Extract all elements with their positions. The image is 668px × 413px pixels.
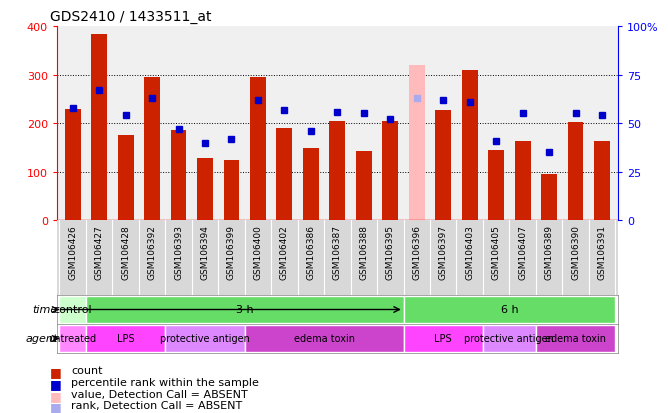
Bar <box>197 159 213 221</box>
Text: ■: ■ <box>50 389 62 401</box>
Bar <box>86 296 403 324</box>
Text: agent: agent <box>25 334 57 344</box>
Text: GSM106402: GSM106402 <box>280 225 289 279</box>
Text: GSM106388: GSM106388 <box>359 225 368 280</box>
Bar <box>382 121 398 221</box>
Text: GSM106426: GSM106426 <box>68 225 77 279</box>
Text: GSM106427: GSM106427 <box>95 225 104 279</box>
Text: GSM106428: GSM106428 <box>121 225 130 279</box>
Text: GSM106389: GSM106389 <box>544 225 554 280</box>
Bar <box>165 325 244 353</box>
Bar <box>329 121 345 221</box>
Text: GSM106400: GSM106400 <box>253 225 263 280</box>
Text: LPS: LPS <box>117 334 134 344</box>
Bar <box>303 149 319 221</box>
Text: time: time <box>32 305 57 315</box>
Text: 6 h: 6 h <box>500 305 518 315</box>
Text: GSM106395: GSM106395 <box>386 225 395 280</box>
Text: rank, Detection Call = ABSENT: rank, Detection Call = ABSENT <box>71 400 242 410</box>
Text: GSM106394: GSM106394 <box>200 225 210 280</box>
Bar <box>436 110 451 221</box>
Bar <box>594 142 610 221</box>
Bar <box>403 325 483 353</box>
Text: ■: ■ <box>50 400 62 413</box>
Text: GSM106391: GSM106391 <box>597 225 607 280</box>
Text: GSM106393: GSM106393 <box>174 225 183 280</box>
Text: protective antigen: protective antigen <box>464 334 554 344</box>
Text: GSM106386: GSM106386 <box>307 225 315 280</box>
Bar <box>536 325 615 353</box>
Bar <box>462 71 478 221</box>
Text: GSM106396: GSM106396 <box>412 225 422 280</box>
Text: 3 h: 3 h <box>236 305 254 315</box>
Bar <box>65 109 81 221</box>
Bar <box>483 325 536 353</box>
Bar <box>356 152 372 221</box>
Text: LPS: LPS <box>434 334 452 344</box>
Bar <box>409 66 425 221</box>
Text: GSM106403: GSM106403 <box>465 225 474 280</box>
Bar <box>59 296 86 324</box>
Bar <box>170 131 186 221</box>
Text: protective antigen: protective antigen <box>160 334 250 344</box>
Text: value, Detection Call = ABSENT: value, Detection Call = ABSENT <box>71 389 248 399</box>
Bar <box>118 136 134 221</box>
Text: GDS2410 / 1433511_at: GDS2410 / 1433511_at <box>50 10 212 24</box>
Text: count: count <box>71 366 103 375</box>
Text: GSM106407: GSM106407 <box>518 225 527 280</box>
Text: GSM106387: GSM106387 <box>333 225 342 280</box>
Text: GSM106392: GSM106392 <box>148 225 156 280</box>
Bar <box>514 142 530 221</box>
Text: percentile rank within the sample: percentile rank within the sample <box>71 377 259 387</box>
Bar <box>59 325 86 353</box>
Text: GSM106405: GSM106405 <box>492 225 500 280</box>
Text: GSM106390: GSM106390 <box>571 225 580 280</box>
Text: ■: ■ <box>50 377 62 390</box>
Bar <box>144 78 160 221</box>
Bar <box>541 175 557 221</box>
Bar <box>92 35 107 221</box>
Text: ■: ■ <box>50 366 62 378</box>
Bar <box>277 129 293 221</box>
Bar <box>86 325 165 353</box>
Bar <box>568 123 583 221</box>
Bar <box>224 160 239 221</box>
Bar <box>250 78 266 221</box>
Text: control: control <box>53 305 92 315</box>
Bar <box>244 325 403 353</box>
Text: GSM106399: GSM106399 <box>227 225 236 280</box>
Bar <box>403 296 615 324</box>
Text: untreated: untreated <box>49 334 97 344</box>
Text: GSM106397: GSM106397 <box>439 225 448 280</box>
Bar <box>488 151 504 221</box>
Text: edema toxin: edema toxin <box>545 334 606 344</box>
Text: edema toxin: edema toxin <box>294 334 355 344</box>
